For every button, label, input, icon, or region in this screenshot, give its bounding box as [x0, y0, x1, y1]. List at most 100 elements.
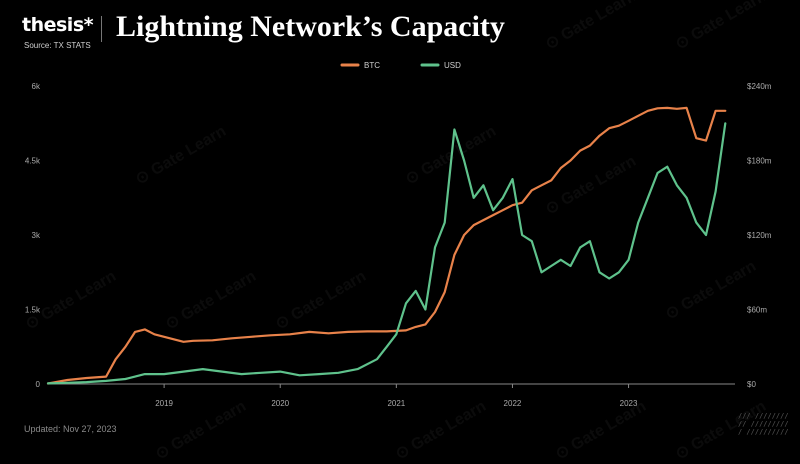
- data-point-usd: [443, 221, 446, 224]
- data-point-usd: [589, 240, 591, 242]
- data-point-usd: [260, 372, 262, 374]
- chart-title: Lightning Network’s Capacity: [116, 10, 505, 43]
- data-point-usd: [511, 178, 514, 180]
- y-right-tick-label: $0: [747, 380, 756, 389]
- series-line-btc: [46, 106, 727, 385]
- data-point-usd: [569, 265, 572, 267]
- data-point-btc: [608, 127, 610, 129]
- data-point-btc: [531, 189, 533, 192]
- data-point-btc: [714, 110, 717, 112]
- data-point-usd: [356, 368, 359, 370]
- data-point-btc: [550, 179, 552, 182]
- data-point-usd: [705, 234, 707, 236]
- source-note: Source: TX STATS: [24, 41, 91, 50]
- data-point-btc: [443, 291, 446, 293]
- data-point-usd: [521, 234, 523, 236]
- y-left-tick-label: 3k: [32, 231, 41, 240]
- data-point-usd: [676, 184, 678, 187]
- y-right-tick-label: $60m: [747, 306, 767, 315]
- data-point-btc: [66, 379, 69, 381]
- data-point-usd: [163, 373, 165, 375]
- hatch-decoration: /// //////// // ///////// / //////////: [738, 412, 789, 436]
- data-point-usd: [414, 290, 417, 292]
- data-point-btc: [153, 333, 156, 336]
- data-point-btc: [569, 159, 572, 162]
- data-point-btc: [211, 339, 214, 342]
- data-point-usd: [337, 372, 340, 374]
- series-line-usd: [46, 122, 727, 385]
- y-left-tick-label: 1.5k: [25, 306, 41, 315]
- x-tick-label: 2023: [620, 399, 638, 408]
- line-chart: 0 1.5k 3k 4.5k 6k $0 $60m $120m $180m $240m 2019 20…: [25, 61, 772, 408]
- data-point-usd: [85, 381, 88, 383]
- data-point-usd: [618, 271, 620, 274]
- data-point-btc: [163, 336, 165, 338]
- y-left-tick-label: 0: [36, 380, 41, 389]
- data-point-usd: [472, 197, 475, 199]
- data-point-btc: [618, 124, 620, 127]
- data-point-btc: [405, 329, 407, 332]
- data-point-usd: [318, 373, 320, 375]
- data-point-usd: [124, 378, 127, 380]
- data-point-usd: [434, 246, 436, 249]
- data-point-usd: [482, 184, 485, 187]
- data-point-usd: [666, 165, 669, 168]
- data-point-btc: [560, 167, 562, 169]
- data-point-usd: [453, 128, 456, 131]
- data-point-btc: [472, 224, 475, 226]
- x-tick-label: 2022: [504, 399, 522, 408]
- data-point-btc: [579, 149, 581, 152]
- data-point-usd: [502, 197, 504, 199]
- data-point-usd: [202, 368, 204, 370]
- data-point-btc: [705, 139, 707, 142]
- data-point-btc: [269, 334, 272, 337]
- data-point-usd: [608, 277, 610, 280]
- data-point-usd: [560, 259, 562, 261]
- data-point-btc: [250, 336, 252, 338]
- data-point-btc: [144, 328, 146, 331]
- data-point-usd: [637, 221, 639, 224]
- data-point-btc: [502, 209, 504, 211]
- data-point-btc: [85, 377, 88, 379]
- data-point-btc: [627, 120, 630, 122]
- x-tick-label: 2019: [155, 399, 173, 408]
- updated-note: Updated: Nov 27, 2023: [24, 424, 117, 434]
- data-point-btc: [192, 340, 194, 342]
- data-point-btc: [463, 234, 465, 236]
- data-point-btc: [182, 341, 185, 343]
- data-point-btc: [589, 144, 591, 147]
- data-point-btc: [492, 214, 494, 216]
- data-point-btc: [434, 311, 436, 313]
- data-point-usd: [144, 373, 146, 375]
- data-point-btc: [308, 331, 311, 333]
- data-point-usd: [405, 302, 407, 305]
- data-point-usd: [47, 382, 49, 385]
- data-point-usd: [540, 271, 543, 274]
- data-point-usd: [240, 373, 243, 375]
- header-divider: [101, 16, 102, 42]
- data-point-usd: [685, 197, 688, 199]
- data-point-btc: [453, 254, 456, 256]
- data-point-usd: [531, 240, 533, 242]
- data-point-btc: [685, 107, 688, 109]
- data-point-btc: [656, 107, 659, 110]
- data-point-usd: [492, 209, 494, 211]
- y-right-tick-label: $240m: [747, 82, 772, 91]
- y-left-tick-label: 4.5k: [25, 157, 41, 166]
- data-point-usd: [627, 259, 630, 261]
- data-point-usd: [463, 159, 465, 162]
- data-point-btc: [637, 115, 639, 117]
- data-point-usd: [66, 382, 69, 384]
- data-point-btc: [666, 107, 669, 109]
- data-point-usd: [647, 197, 649, 199]
- data-point-btc: [424, 323, 427, 326]
- data-point-usd: [298, 374, 301, 377]
- data-point-btc: [647, 110, 649, 112]
- data-point-btc: [695, 137, 698, 139]
- x-tick-label: 2020: [271, 399, 289, 408]
- data-point-btc: [385, 330, 388, 333]
- y-right-tick-label: $120m: [747, 231, 772, 240]
- data-point-usd: [598, 271, 601, 274]
- data-point-btc: [289, 333, 291, 336]
- legend-label-btc: BTC: [364, 61, 380, 70]
